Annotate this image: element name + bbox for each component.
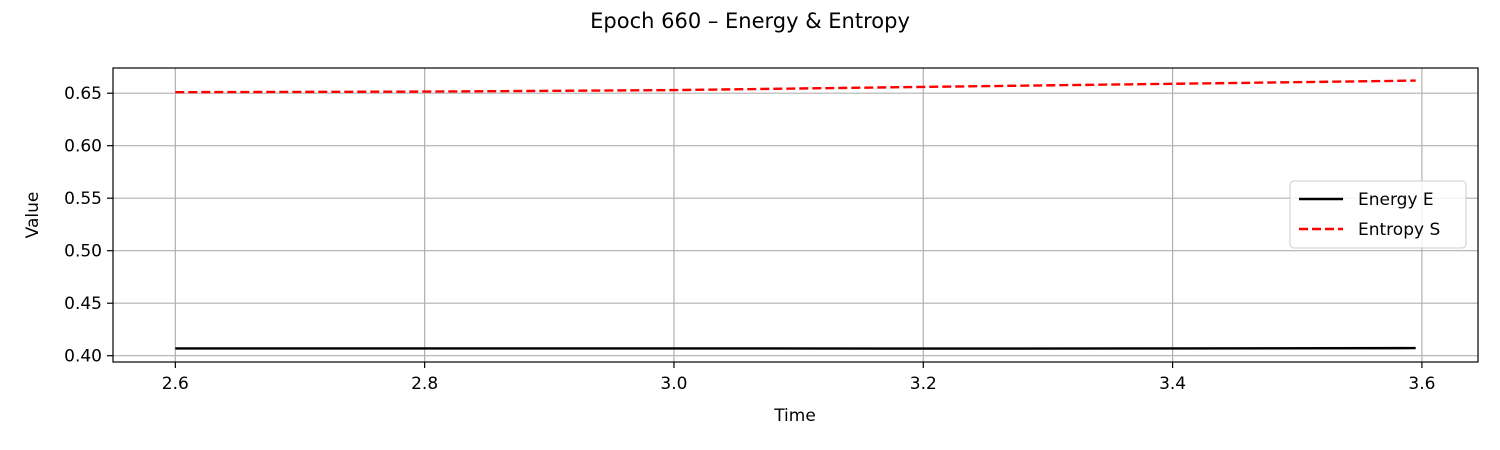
- y-tick-label: 0.50: [64, 242, 102, 262]
- y-tick-label: 0.60: [64, 137, 102, 157]
- x-tick-label: 3.6: [1408, 374, 1435, 394]
- legend-label-entropy: Entropy S: [1358, 220, 1440, 240]
- y-axis-label: Value: [23, 192, 43, 239]
- chart-title: Epoch 660 – Energy & Entropy: [590, 9, 910, 33]
- x-axis-label: Time: [773, 406, 816, 426]
- series-line-entropy-s: [175, 79, 1416, 94]
- x-tick-label: 2.6: [162, 374, 189, 394]
- legend-label-energy: Energy E: [1358, 190, 1434, 210]
- x-axis-ticks: 2.6 2.8 3.0 3.2 3.4 3.6: [162, 362, 1435, 394]
- series-line-energy-e: [175, 346, 1416, 350]
- y-tick-label: 0.40: [64, 347, 102, 367]
- plot-frame: [112, 67, 1479, 363]
- x-tick-label: 3.2: [910, 374, 937, 394]
- legend-box: [1289, 180, 1467, 249]
- y-tick-label: 0.45: [64, 294, 102, 314]
- x-tick-label: 2.8: [411, 374, 438, 394]
- y-tick-label: 0.55: [64, 189, 102, 209]
- legend: Energy E Entropy S: [1289, 180, 1467, 249]
- grid: [113, 68, 1478, 362]
- series-lines: [175, 79, 1416, 350]
- x-tick-label: 3.4: [1159, 374, 1186, 394]
- y-axis-ticks: 0.40 0.45 0.50 0.55 0.60 0.65: [64, 84, 113, 367]
- x-tick-label: 3.0: [660, 374, 687, 394]
- y-tick-label: 0.65: [64, 84, 102, 104]
